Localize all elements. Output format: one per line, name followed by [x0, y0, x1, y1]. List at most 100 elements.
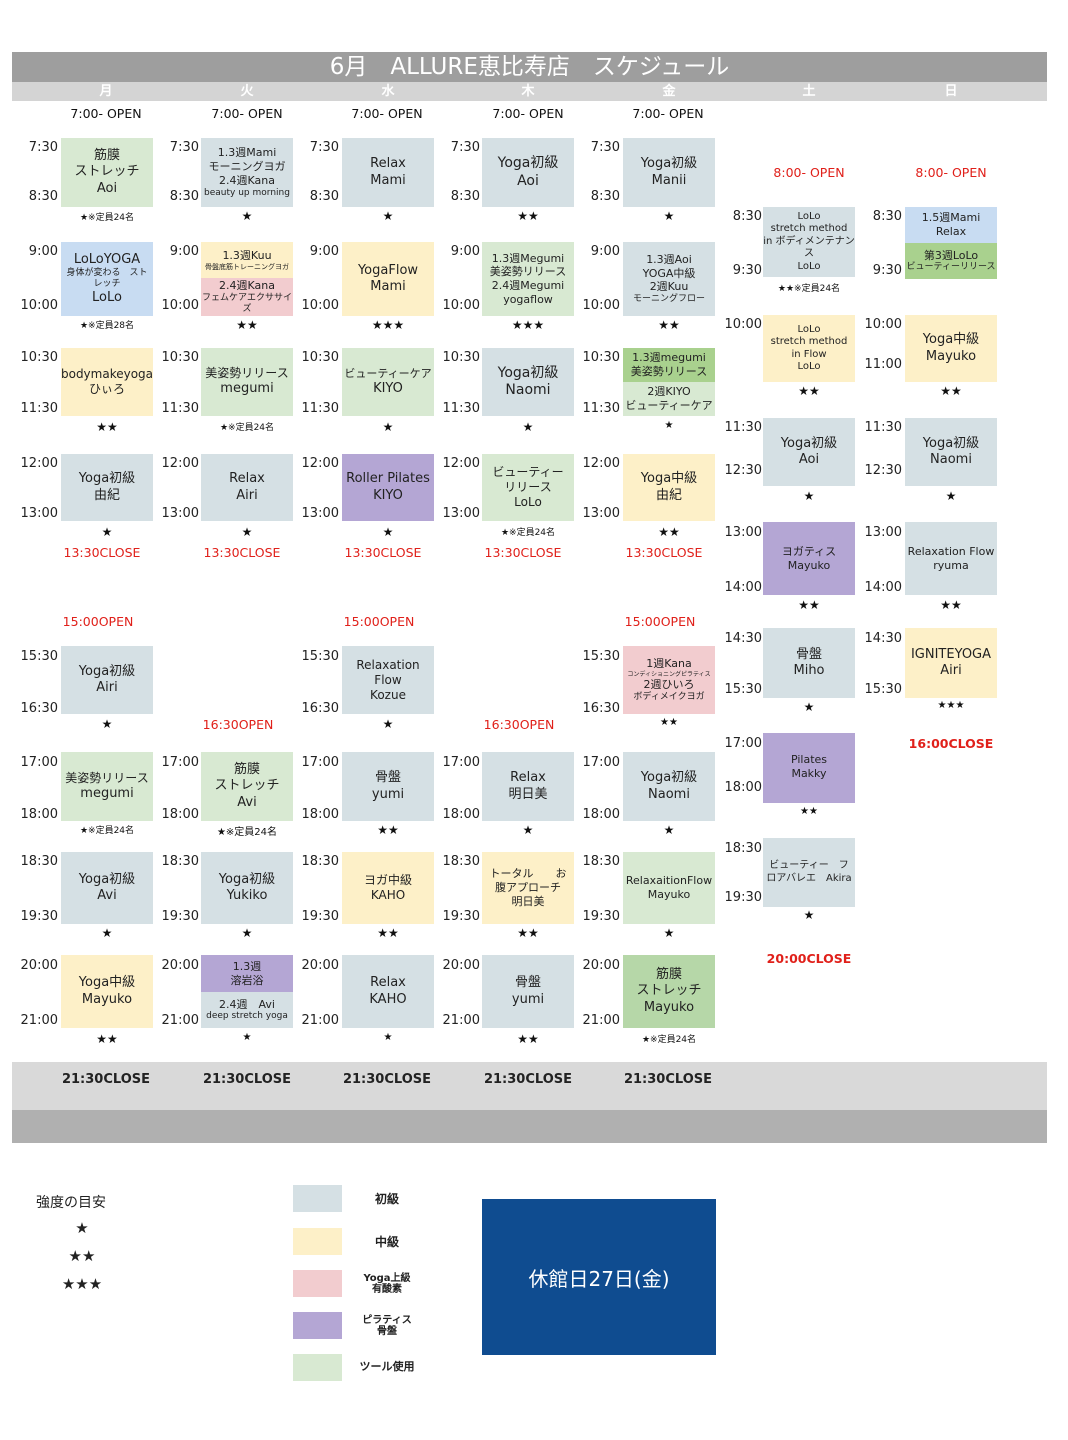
class-block[interactable]: Yoga初級 由紀 — [61, 454, 153, 521]
class-block[interactable]: YogaFlow Mami — [342, 242, 434, 316]
class-block[interactable]: Yoga初級 Aoi — [763, 418, 855, 486]
intensity-stars: ★※定員24名 — [79, 213, 135, 223]
class-block[interactable]: 2週KIYO ビューティーケア — [623, 382, 715, 416]
class-block[interactable]: LoLo stretch method in ボディメンテナンス LoLo — [763, 207, 855, 277]
legend-swatch — [293, 1228, 342, 1255]
class-label: レッチ — [93, 279, 121, 289]
footer-bar — [12, 1110, 1047, 1143]
class-block[interactable]: Yoga初級 Manii — [623, 138, 715, 207]
class-block[interactable]: Relax Mami — [342, 138, 434, 207]
class-block[interactable]: 1.3週Aoi YOGA中級 2週Kuu モーニングフロー — [623, 242, 715, 316]
class-label: 腹アプローチ — [495, 881, 561, 895]
close-marker: 16:00CLOSE — [908, 736, 994, 751]
class-block[interactable]: 1.5週Mami Relax — [905, 207, 997, 243]
class-block[interactable]: ビューティー リリース LoLo — [482, 454, 574, 521]
class-block[interactable]: Relax Airi — [201, 454, 293, 521]
class-block[interactable]: Yoga初級 Naomi — [482, 348, 574, 416]
time-start: 10:30 — [161, 350, 199, 365]
class-instructor: Mayuko — [787, 558, 831, 572]
class-block[interactable]: 1.3週Mami モーニングヨガ 2.4週Kana beauty up morn… — [201, 138, 293, 207]
class-label: Yoga初級 — [497, 364, 559, 381]
time-start: 20:00 — [582, 958, 620, 973]
class-block[interactable]: Yoga初級 Naomi — [623, 752, 715, 821]
class-block[interactable]: Relaxation Flow ryuma — [905, 522, 997, 595]
class-block[interactable]: Yoga初級 Avi — [61, 852, 153, 924]
class-block[interactable]: Yoga初級 Yukiko — [201, 852, 293, 924]
class-block[interactable]: ヨガ中級 KAHO — [342, 852, 434, 924]
class-label: Yoga初級 — [780, 435, 838, 451]
class-block[interactable]: 1.3週Kuu 骨盤底筋トレーニングヨガ — [201, 242, 293, 278]
class-block[interactable]: LoLo stretch method in Flow LoLo — [763, 315, 855, 382]
class-label: 2.4週Megumi — [491, 279, 565, 292]
class-block[interactable]: ビューティー フ ロアバレエ Akira — [763, 838, 855, 907]
close-time-mon: 21:30CLOSE — [61, 1072, 151, 1087]
class-label: 1.3週Aoi — [646, 252, 692, 266]
class-block[interactable]: 骨盤 yumi — [342, 752, 434, 821]
time-start: 12:00 — [20, 456, 58, 471]
class-label: 1.3週Kuu — [222, 248, 272, 262]
time-start: 20:00 — [301, 958, 339, 973]
class-block[interactable]: LoLoYOGA 身体が変わる スト レッチ LoLo — [61, 242, 153, 316]
time-end: 18:00 — [301, 807, 339, 822]
class-block[interactable]: Pilates Makky — [763, 733, 855, 803]
intensity-legend-2: ★★ — [68, 1247, 96, 1265]
class-block[interactable]: 1.3週 溶岩浴 — [201, 955, 293, 992]
class-block[interactable]: 2.4週Kana フェムケアエクササイズ — [201, 278, 293, 316]
time-end: 10:00 — [20, 298, 58, 313]
class-block[interactable]: 美姿勢リリース megumi — [61, 752, 153, 821]
class-label: 1.3週 — [232, 959, 262, 973]
closing-bar — [12, 1062, 1047, 1110]
class-block[interactable]: ビューティーケア KIYO — [342, 348, 434, 416]
class-block[interactable]: 1.3週Megumi 美姿勢リリース 2.4週Megumi yogaflow — [482, 242, 574, 316]
class-label: 筋膜 — [655, 967, 682, 983]
class-block[interactable]: RelaxaitionFlow Mayuko — [623, 852, 715, 924]
time-end: 11:30 — [161, 401, 199, 416]
time-end: 10:00 — [161, 298, 199, 313]
close-marker: 13:30CLOSE — [203, 545, 281, 560]
class-block[interactable]: Yoga中級 Mayuko — [905, 315, 997, 382]
legend-swatch — [293, 1354, 342, 1381]
class-instructor: 明日美 — [511, 894, 545, 908]
class-block[interactable]: 筋膜 ストレッチ Aoi — [61, 138, 153, 207]
class-block[interactable]: Relaxation Flow Kozue — [342, 646, 434, 714]
class-instructor: Avi — [97, 888, 117, 903]
class-block[interactable]: 1.3週megumi 美姿勢リリース — [623, 348, 715, 382]
class-block[interactable]: トータル お 腹アプローチ 明日美 — [482, 852, 574, 924]
class-block[interactable]: Yoga中級 Mayuko — [61, 955, 153, 1028]
time-start: 15:30 — [301, 649, 339, 664]
class-block[interactable]: 1週Kana コンディショニングピラティス 2週ひいろ ボディメイクヨガ — [623, 646, 715, 714]
close-time-thu: 21:30CLOSE — [483, 1072, 573, 1087]
class-label: 骨盤底筋トレーニングヨガ — [205, 262, 289, 271]
class-block[interactable]: 2.4週 Avi deep stretch yoga — [201, 992, 293, 1028]
open-marker: 16:30OPEN — [202, 717, 274, 732]
class-block[interactable]: Yoga初級 Airi — [61, 646, 153, 714]
time-start: 20:00 — [161, 958, 199, 973]
class-block[interactable]: IGNITEYOGA Airi — [905, 628, 997, 698]
class-block[interactable]: 骨盤 Miho — [763, 628, 855, 698]
class-block[interactable]: 筋膜 ストレッチ Avi — [201, 752, 293, 821]
time-end: 14:00 — [864, 580, 902, 595]
class-label: 筋膜 — [233, 762, 260, 778]
class-block[interactable]: 筋膜 ストレッチ Mayuko — [623, 955, 715, 1028]
class-block[interactable]: 第3週LoLo ビューティーリリース — [905, 243, 997, 279]
time-end: 11:30 — [20, 401, 58, 416]
class-block[interactable]: Relax KAHO — [342, 955, 434, 1028]
class-label: YogaFlow — [357, 262, 419, 278]
class-block[interactable]: Yoga中級 由紀 — [623, 454, 715, 521]
class-block[interactable]: Yoga初級 Aoi — [482, 138, 574, 207]
class-instructor: Avi — [237, 794, 257, 810]
class-label: Relax — [935, 225, 967, 238]
legend-swatch — [293, 1312, 342, 1339]
class-label: RelaxaitionFlow — [625, 874, 713, 888]
class-label: Relaxation Flow — [907, 544, 995, 558]
class-label: 1.5週Mami — [921, 211, 981, 225]
class-block[interactable]: Relax 明日美 — [482, 752, 574, 821]
class-block[interactable]: Yoga初級 Naomi — [905, 418, 997, 486]
class-block[interactable]: 美姿勢リリース megumi — [201, 348, 293, 416]
class-block[interactable]: bodymakeyoga ひぃろ — [61, 348, 153, 416]
time-start: 9:00 — [590, 244, 620, 259]
class-block[interactable]: 骨盤 yumi — [482, 955, 574, 1028]
class-block[interactable]: Roller Pilates KIYO — [342, 454, 434, 521]
time-end: 19:30 — [301, 909, 339, 924]
class-block[interactable]: ヨガティス Mayuko — [763, 522, 855, 595]
